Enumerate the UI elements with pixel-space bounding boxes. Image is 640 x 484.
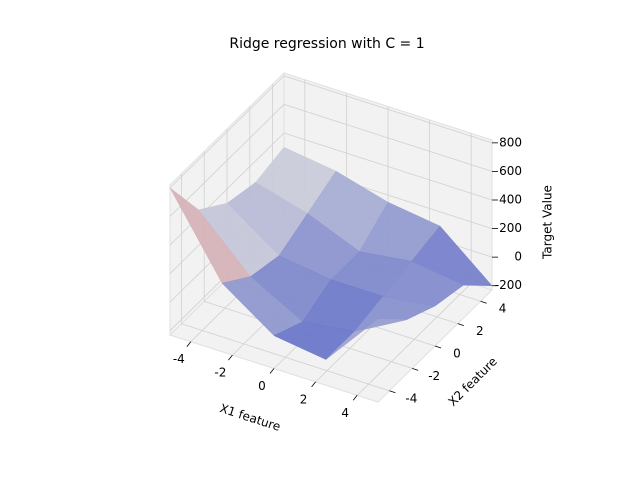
x-tick-label: 2 xyxy=(300,392,308,406)
z-tick-label: 600 xyxy=(499,164,522,178)
y-tick-label: 2 xyxy=(476,324,484,338)
grid-line xyxy=(169,104,285,217)
z-tick-label: 0 xyxy=(514,250,522,264)
y-tick-label: -2 xyxy=(428,369,440,383)
x-tick-label: -4 xyxy=(173,352,185,366)
z-tick-label: 200 xyxy=(499,221,522,235)
x-tick xyxy=(352,395,358,401)
y-tick-label: 0 xyxy=(453,347,461,361)
y-tick xyxy=(412,368,419,371)
surface-patch xyxy=(325,318,407,360)
y-tick-label: -4 xyxy=(405,391,417,405)
grid-line xyxy=(169,75,285,189)
x-tick-label: 4 xyxy=(341,406,349,420)
x-tick xyxy=(186,341,192,347)
y-tick xyxy=(457,323,464,326)
grid-line xyxy=(283,75,493,144)
x-tick xyxy=(269,368,275,374)
y-tick xyxy=(480,300,487,304)
grid-line xyxy=(181,323,390,392)
y-tick-label: 4 xyxy=(499,302,507,316)
x-tick-label: 0 xyxy=(258,379,266,393)
x-tick xyxy=(311,381,316,388)
x-tick-label: -2 xyxy=(214,366,226,380)
z-tick-label: 400 xyxy=(499,193,522,207)
y-tick xyxy=(389,390,396,394)
z-tick-label: -200 xyxy=(495,278,522,292)
grid-line xyxy=(283,104,493,172)
y-axis-label: X2 feature xyxy=(445,354,499,408)
grid-line xyxy=(283,132,493,201)
x-axis-label: X1 feature xyxy=(218,401,282,434)
y-tick xyxy=(434,345,442,349)
z-tick-label: 800 xyxy=(499,135,522,149)
x-tick xyxy=(228,354,233,361)
chart-title: Ridge regression with C = 1 xyxy=(229,36,424,52)
z-axis-label: Target Value xyxy=(541,185,555,260)
grid-line xyxy=(169,132,285,246)
